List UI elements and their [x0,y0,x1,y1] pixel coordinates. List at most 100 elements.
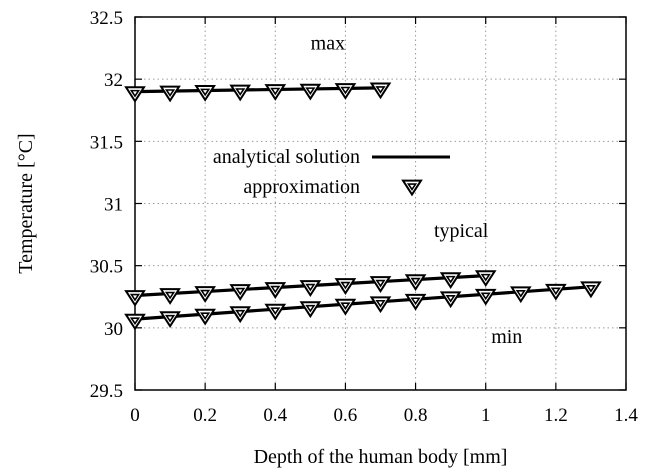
marker-inner [164,89,176,97]
marker-inner [375,86,386,94]
y-tick-labels: 29.5 30 30.5 31 31.5 32 32.5 [90,8,123,402]
marker-inner [480,292,491,301]
data-point-min [509,286,532,304]
marker-inner [235,88,246,96]
marker-inner [200,88,211,97]
series-typical [124,270,497,307]
marker-outer [369,296,392,314]
marker-inner [305,304,316,313]
x-tick-label: 0.8 [404,405,428,426]
y-axis-title: Temperature [°C] [15,133,37,273]
marker-outer [229,84,252,102]
data-point-min [580,281,602,299]
x-tick-label: 1 [481,405,491,426]
marker-outer [229,284,252,301]
data-point-typical [474,270,497,288]
plot-frame [134,16,627,391]
series-annotations: max typical min [311,32,523,347]
legend-marker-label: approximation [243,176,360,198]
series-min [124,281,602,331]
data-point-typical [369,276,392,293]
marker-outer [474,288,497,306]
data-point-typical [439,272,462,289]
legend-marker-sample [401,179,423,197]
marker-outer [439,272,462,289]
marker-outer [194,84,216,102]
marker-outer [369,82,392,100]
series-annotation-typical: typical [434,220,489,242]
marker-inner [129,317,141,325]
marker-inner [129,89,141,98]
marker-outer [264,84,287,101]
marker-inner [270,87,281,96]
x-axis-title: Depth of the human body [mm] [254,446,508,468]
marker-outer [299,280,322,297]
data-point-min [369,296,392,314]
data-point-max [229,84,252,102]
marker-outer [299,301,322,319]
data-point-typical [229,284,252,301]
data-point-min [439,291,462,309]
y-tick-label: 30.5 [90,257,123,278]
marker-outer [334,298,357,316]
data-point-typical [159,288,181,305]
marker-inner [129,293,141,302]
legend-line-label: analytical solution [213,146,360,168]
marker-outer [124,313,146,331]
data-point-typical [404,274,427,291]
data-point-min [545,283,567,301]
data-point-typical [194,286,216,303]
marker-inner [270,285,281,294]
data-point-min [124,313,146,331]
marker-inner [235,287,246,296]
x-tick-label: 0.2 [193,405,217,426]
x-tick-labels: 0 0.2 0.4 0.6 0.8 1 1.2 1.4 [130,405,638,426]
marker-outer [334,278,357,295]
data-point-max [369,82,392,100]
data-point-max [194,84,216,102]
data-point-min [159,311,181,329]
legend-marker-triangle [401,179,423,197]
marker-inner [410,277,421,286]
marker-inner [340,302,351,311]
marker-inner [410,297,421,306]
marker-outer [124,290,146,307]
marker-outer [264,282,287,299]
data-point-min [404,293,427,311]
marker-outer [299,83,322,101]
marker-inner [270,307,281,316]
series [124,82,602,331]
x-tick-label: 0 [130,405,140,426]
data-point-min [264,303,287,321]
marker-outer [404,293,427,311]
data-point-max [159,85,181,103]
marker-inner [340,86,351,95]
data-point-max [299,83,322,101]
data-point-max [264,84,287,101]
data-point-min [299,301,322,319]
data-point-min [334,298,357,316]
marker-inner [200,289,211,298]
y-tick-label: 29.5 [90,381,123,402]
marker-inner [375,279,386,288]
axis-ticks [134,16,627,391]
data-point-typical [124,290,146,307]
y-tick-label: 32 [104,70,123,91]
data-point-min [194,308,216,326]
marker-outer [264,303,287,321]
data-point-max [334,83,357,100]
marker-outer [580,281,602,299]
y-tick-label: 30 [104,319,123,340]
marker-inner [406,183,418,191]
legend: analytical solution approximation [213,146,450,198]
marker-inner [305,283,316,292]
data-point-min [229,306,252,324]
marker-outer [401,179,423,197]
marker-inner [235,309,246,318]
y-tick-label: 31 [104,195,123,216]
data-point-typical [264,282,287,299]
marker-outer [229,306,252,324]
data-point-typical [334,278,357,295]
marker-outer [509,286,532,304]
